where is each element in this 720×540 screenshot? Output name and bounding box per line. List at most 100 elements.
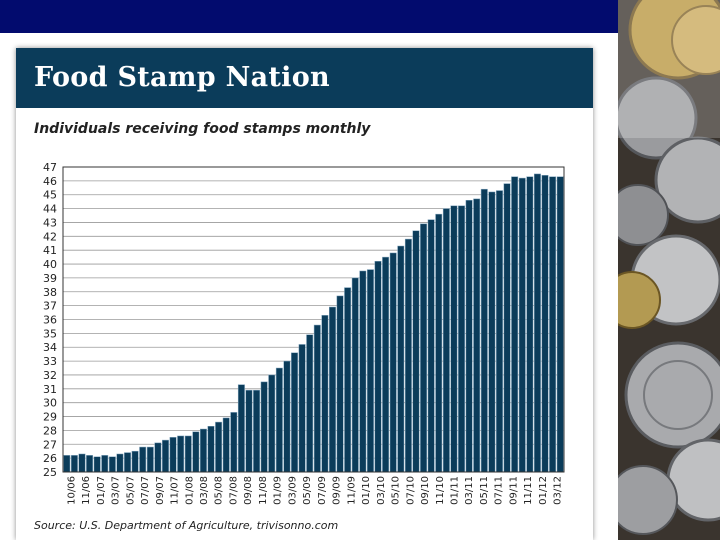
- bar: [480, 188, 488, 473]
- x-tick-label: 11/11: [523, 476, 534, 505]
- bar: [275, 367, 283, 473]
- x-tick-label: 07/08: [228, 476, 239, 505]
- x-tick-label: 01/08: [184, 476, 195, 505]
- x-tick-label: 07/07: [140, 476, 151, 505]
- x-tick-label: 11/06: [81, 476, 92, 505]
- x-tick-label: 03/08: [199, 476, 210, 505]
- y-tick-label: 37: [43, 300, 57, 313]
- chart-title: Individuals receiving food stamps monthl…: [34, 121, 371, 137]
- bar: [253, 389, 261, 473]
- bar: [359, 270, 367, 473]
- y-tick-label: 25: [43, 466, 57, 479]
- chart-card: Food Stamp Nation Individuals receiving …: [16, 48, 593, 540]
- bar: [169, 437, 177, 473]
- bar: [139, 446, 147, 473]
- bar: [177, 435, 185, 473]
- bar: [450, 205, 458, 473]
- y-tick-label: 47: [43, 161, 57, 174]
- top-title-bar: [0, 0, 618, 33]
- x-tick-label: 11/10: [435, 476, 446, 505]
- bar: [78, 453, 86, 473]
- x-tick-label: 09/11: [508, 476, 519, 505]
- plot-frame: [62, 166, 565, 473]
- bar: [131, 450, 139, 473]
- bar: [70, 455, 78, 473]
- bar: [245, 389, 253, 473]
- bar: [518, 177, 526, 473]
- bar: [192, 431, 200, 473]
- y-tick-label: 38: [43, 286, 57, 299]
- bar: [404, 238, 412, 473]
- x-tick-label: 07/11: [494, 476, 505, 505]
- bar: [442, 208, 450, 473]
- x-tick-label: 09/09: [332, 476, 343, 505]
- x-tick-label: 01/11: [449, 476, 460, 505]
- x-tick-label: 01/12: [538, 476, 549, 505]
- y-tick-label: 33: [43, 355, 57, 368]
- x-tick-label: 01/09: [273, 476, 284, 505]
- bar: [533, 173, 541, 473]
- bar: [199, 428, 207, 473]
- bar: [458, 205, 465, 473]
- bar: [268, 374, 276, 473]
- bar: [101, 455, 109, 473]
- y-tick-label: 41: [43, 244, 57, 257]
- x-tick-label: 09/10: [420, 476, 431, 505]
- bar: [526, 176, 534, 473]
- bar: [63, 455, 71, 473]
- y-tick-label: 43: [43, 216, 57, 229]
- x-tick-label: 03/10: [376, 476, 387, 505]
- x-tick-label: 03/09: [287, 476, 298, 505]
- bar: [336, 295, 344, 473]
- bar: [313, 324, 321, 473]
- y-tick-label: 26: [43, 452, 57, 465]
- y-tick-label: 32: [43, 369, 57, 382]
- bar: [488, 191, 496, 473]
- bar: [237, 384, 245, 473]
- y-tick-label: 44: [43, 203, 57, 216]
- bar: [465, 200, 473, 473]
- page-title: Food Stamp Nation: [34, 62, 330, 93]
- bar: [397, 245, 405, 473]
- bar: [230, 412, 238, 473]
- bar: [541, 175, 549, 473]
- x-tick-label: 03/07: [111, 476, 122, 505]
- bar: [511, 176, 519, 473]
- x-tick-label: 03/12: [553, 476, 564, 505]
- bar: [215, 421, 223, 473]
- x-tick-label: 01/07: [96, 476, 107, 505]
- bar: [108, 456, 116, 473]
- bar: [496, 190, 503, 473]
- y-tick-label: 34: [43, 341, 57, 354]
- bar: [556, 176, 564, 473]
- bar: [412, 230, 420, 473]
- bar: [93, 456, 101, 473]
- bar: [306, 334, 314, 473]
- x-tick-label: 05/08: [214, 476, 225, 505]
- bar: [473, 198, 481, 473]
- bar-chart: 2526272829303132333435363738394041424344…: [43, 161, 565, 505]
- bar: [154, 442, 162, 473]
- x-tick-label: 10/06: [66, 476, 77, 505]
- x-tick-label: 05/10: [391, 476, 402, 505]
- bar: [184, 435, 192, 473]
- x-tick-label: 11/08: [258, 476, 269, 505]
- bar: [116, 453, 124, 473]
- bar: [329, 306, 336, 473]
- bar: [344, 287, 352, 473]
- bar: [283, 360, 291, 473]
- bar: [420, 223, 428, 473]
- x-tick-label: 01/10: [361, 476, 372, 505]
- x-tick-label: 09/07: [155, 476, 166, 505]
- bar: [374, 261, 382, 473]
- bar: [146, 446, 154, 473]
- x-tick-label: 05/09: [302, 476, 313, 505]
- bar: [222, 417, 230, 473]
- y-tick-label: 45: [43, 189, 57, 202]
- bar: [260, 381, 268, 473]
- y-tick-label: 31: [43, 383, 57, 396]
- bar: [366, 269, 374, 473]
- y-tick-label: 35: [43, 327, 57, 340]
- y-tick-label: 28: [43, 424, 57, 437]
- y-tick-label: 39: [43, 272, 57, 285]
